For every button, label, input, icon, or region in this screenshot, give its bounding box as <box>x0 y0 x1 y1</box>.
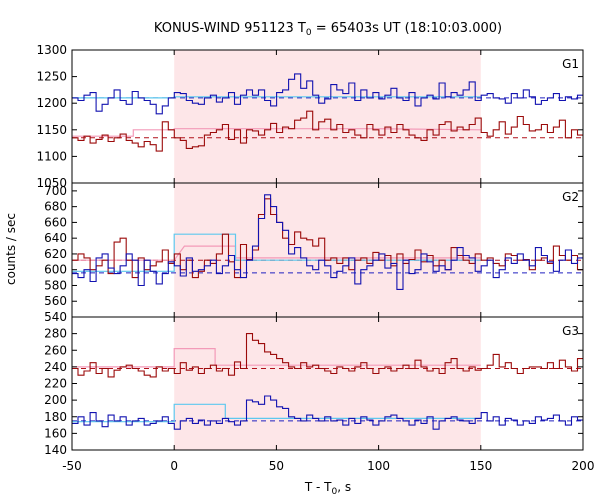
panel-label-g3: G3 <box>562 324 579 338</box>
count-rate-series-2 <box>72 194 583 290</box>
y-tick-label: 1300 <box>36 43 67 57</box>
panel-label-g1: G1 <box>562 57 579 71</box>
y-tick-label: 680 <box>44 200 67 214</box>
panel-g3: 140 160 180 200 220 240 260 280 G3 <box>44 316 584 457</box>
y-tick-label: 1050 <box>36 176 67 190</box>
y-tick-label: 200 <box>44 393 67 407</box>
y-tick-label: 620 <box>44 247 67 261</box>
y-tick-label: 220 <box>44 377 67 391</box>
count-rate-series-2 <box>72 395 583 430</box>
y-tick-label: 640 <box>44 231 67 245</box>
y-tick-label: 660 <box>44 215 67 229</box>
highlight-interval-band <box>174 183 481 317</box>
y-tick-label: 1150 <box>36 123 67 137</box>
x-tick-label: 0 <box>170 459 178 473</box>
y-tick-label: 1250 <box>36 70 67 84</box>
x-tick-labels: -50 0 50 100 150 200 <box>62 459 594 473</box>
y-tick-label: 180 <box>44 410 67 424</box>
y-tick-label: 160 <box>44 426 67 440</box>
panel-g1: 1050 1100 1150 1200 1250 1300 G1 <box>36 43 584 190</box>
x-tick-label: 100 <box>367 459 390 473</box>
fit-curve-2 <box>72 403 481 423</box>
y-tick-label: 280 <box>44 327 67 341</box>
y-tick-label: 600 <box>44 263 67 277</box>
y-tick-label: 560 <box>44 294 67 308</box>
x-tick-label: -50 <box>62 459 82 473</box>
panel-plot-area <box>72 333 583 430</box>
count-rate-series-1 <box>72 110 583 152</box>
panel-plot-area <box>72 194 583 290</box>
fit-curve-2 <box>72 233 481 272</box>
y-tick-label: 1200 <box>36 96 67 110</box>
chart-title: KONUS-WIND 951123 T0 = 65403s UT (18:10:… <box>154 21 502 38</box>
highlight-interval-band <box>174 317 481 450</box>
y-tick-label: 240 <box>44 360 67 374</box>
y-tick-label: 140 <box>44 443 67 457</box>
panel-plot-area <box>72 73 583 152</box>
y-tick-label: 580 <box>44 278 67 292</box>
x-axis-label: T - T0, s <box>304 480 351 497</box>
x-tick-label: 200 <box>572 459 595 473</box>
y-tick-label: 260 <box>44 343 67 357</box>
y-tick-label: 700 <box>44 184 67 198</box>
count-rate-series-1 <box>72 333 583 378</box>
x-tick-label: 50 <box>269 459 284 473</box>
y-axis-label: counts / sec <box>4 213 18 285</box>
x-tick-label: 150 <box>469 459 492 473</box>
count-rate-series-2 <box>72 73 583 115</box>
highlight-interval-band <box>174 50 481 183</box>
panel-label-g2: G2 <box>562 190 579 204</box>
y-tick-label: 1100 <box>36 149 67 163</box>
y-tick-label: 540 <box>44 310 67 324</box>
